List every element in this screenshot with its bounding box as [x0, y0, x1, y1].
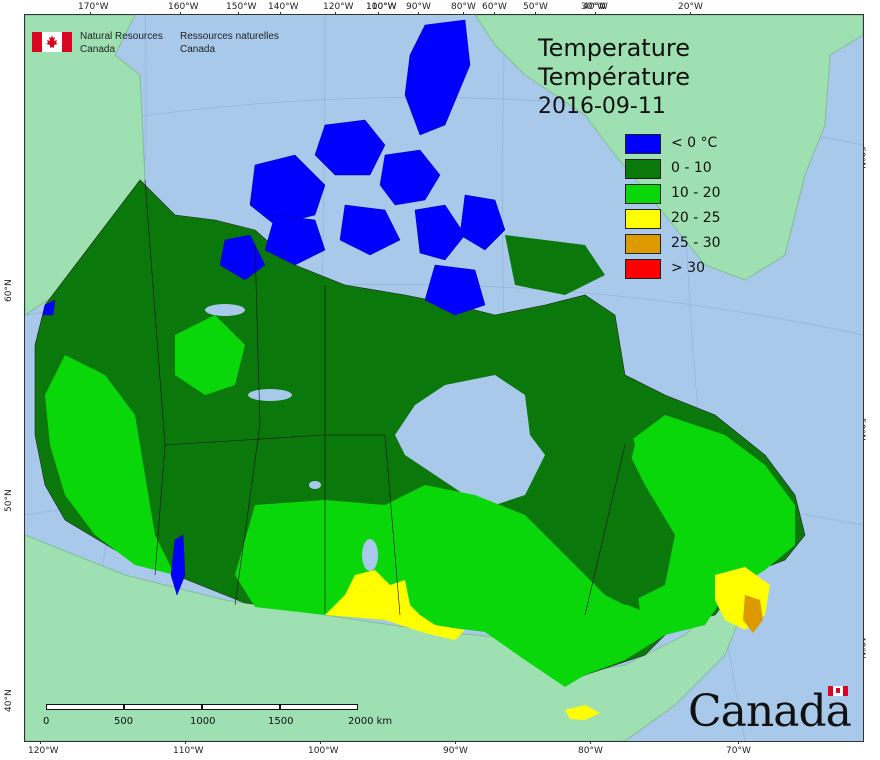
bottom-tick-mark: [320, 740, 321, 744]
bottom-tick-mark: [40, 740, 41, 744]
legend-item: 10 - 20: [625, 184, 745, 204]
bottom-tick-mark: [185, 740, 186, 744]
top-longitude-label: 50°W: [523, 2, 548, 12]
scale-segment: [202, 704, 280, 710]
top-tick-mark: [335, 12, 336, 15]
bottom-longitude-label: 90°W: [443, 746, 468, 756]
top-longitude-label: 30°W: [581, 2, 606, 12]
legend-item: 0 - 10: [625, 159, 745, 179]
top-longitude-label: 170°W: [78, 2, 109, 12]
top-longitude-label: 110°W: [366, 2, 397, 12]
arctic-islands-below-zero: [42, 19, 506, 596]
left-lat-label: 40°N: [4, 689, 14, 712]
scale-segment: [46, 704, 124, 710]
legend-item: 20 - 25: [625, 209, 745, 229]
alaska-land: [25, 15, 146, 316]
bottom-tick-mark: [590, 740, 591, 744]
bottom-tick-mark: [738, 740, 739, 744]
bottom-longitude-label: 70°W: [726, 746, 751, 756]
top-longitude-label: 80°W: [451, 2, 476, 12]
legend-label: 20 - 25: [671, 210, 721, 226]
left-lat-label: 60°N: [4, 279, 14, 302]
canada-wordmark: Canada: [688, 684, 858, 737]
maple-leaf-icon: [46, 35, 58, 48]
top-tick-mark: [180, 12, 181, 15]
bottom-tick-mark: [455, 740, 456, 744]
top-tick-mark: [690, 12, 691, 15]
region-10-20-west: [45, 355, 175, 575]
scale-label: 2000 km: [348, 716, 393, 727]
region-25-30: [743, 595, 763, 633]
scale-bar: 0 500 1000 1500 2000 km: [43, 704, 392, 734]
map-canvas: [25, 15, 863, 741]
top-longitude-label: 90°W: [406, 2, 431, 12]
nrcan-en-line2: Canada: [80, 44, 116, 55]
legend-item: 25 - 30: [625, 234, 745, 254]
arctic-islands-0-10: [465, 235, 605, 365]
top-tick-mark: [418, 12, 419, 15]
top-tick-mark: [463, 12, 464, 15]
top-tick-mark: [280, 12, 281, 15]
region-20-25-prairie: [325, 570, 465, 640]
legend-swatch: [625, 259, 661, 279]
canada-flag-icon: [32, 32, 72, 52]
top-longitude-label: 140°W: [268, 2, 299, 12]
legend-swatch: [625, 234, 661, 254]
top-longitude-label: 150°W: [226, 2, 257, 12]
scale-label: 0: [43, 716, 50, 727]
bottom-longitude-label: 120°W: [28, 746, 59, 756]
top-tick-mark: [378, 12, 379, 15]
legend-label: > 30: [671, 260, 705, 276]
legend-label: 0 - 10: [671, 160, 712, 176]
legend-item: > 30: [625, 259, 745, 279]
map-date: 2016-09-11: [538, 94, 666, 119]
scale-label: 1000: [190, 716, 216, 727]
legend-item: < 0 °C: [625, 134, 745, 154]
top-longitude-label: 60°W: [482, 2, 507, 12]
scale-label: 1500: [268, 716, 294, 727]
top-longitude-label: 40°W: [583, 2, 608, 12]
scale-label: 500: [114, 716, 134, 727]
bottom-longitude-label: 80°W: [578, 746, 603, 756]
legend-label: 25 - 30: [671, 235, 721, 251]
map-title-block: Temperature Température 2016-09-11: [538, 34, 690, 121]
top-longitude-label: 20°W: [678, 2, 703, 12]
wordmark-text: Canada: [688, 686, 852, 737]
region-20-25-ontario: [565, 705, 600, 720]
top-longitude-label: 120°W: [323, 2, 354, 12]
left-lat-label: 50°N: [4, 489, 14, 512]
top-tick-mark: [90, 12, 91, 15]
provincial-borders: [144, 179, 626, 616]
hudson-bay: [395, 375, 545, 505]
top-longitude-label: 100°W: [366, 2, 397, 12]
top-tick-mark: [494, 12, 495, 15]
top-longitude-label: 160°W: [168, 2, 199, 12]
legend-swatch: [625, 184, 661, 204]
title-english: Temperature: [538, 34, 691, 62]
legend-label: < 0 °C: [671, 135, 718, 151]
legend-label: 10 - 20: [671, 185, 721, 201]
top-tick-mark: [595, 12, 596, 15]
nrcan-fr-line2: Canada: [180, 44, 216, 55]
legend-swatch: [625, 134, 661, 154]
wordmark-flag-icon: [828, 686, 848, 696]
bottom-longitude-label: 110°W: [173, 746, 204, 756]
scale-segment: [280, 704, 358, 710]
top-tick-mark: [535, 12, 536, 15]
region-10-20-northwest: [175, 315, 245, 395]
nrcan-fr-line1: Ressources naturelles: [180, 31, 279, 42]
legend-swatch: [625, 209, 661, 229]
scale-segment: [124, 704, 202, 710]
greenland-land: [474, 15, 863, 281]
region-0-10-quebec: [540, 385, 640, 610]
title-french: Température: [538, 63, 691, 91]
nrcan-en-line1: Natural Resources: [80, 31, 163, 42]
legend-swatch: [625, 159, 661, 179]
bottom-longitude-label: 100°W: [308, 746, 339, 756]
top-tick-mark: [238, 12, 239, 15]
temperature-map: [24, 14, 864, 742]
